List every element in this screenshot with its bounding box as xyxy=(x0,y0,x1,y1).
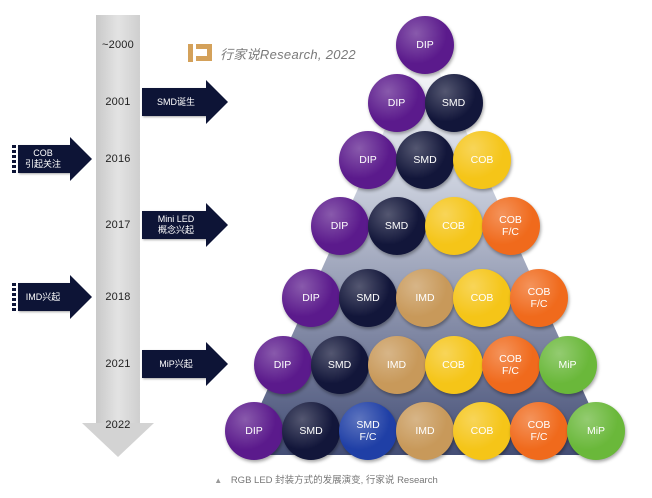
event-label: IMD兴起 xyxy=(25,291,61,302)
package-circle: SMD xyxy=(282,402,340,460)
package-circle: DIP xyxy=(396,16,454,74)
package-circle: COB F/C xyxy=(510,402,568,460)
timeline-bar xyxy=(96,15,140,423)
brand: 行家说Research, 2022 xyxy=(188,42,356,64)
package-circle: IMD xyxy=(367,336,426,394)
timeline-arrowhead xyxy=(82,423,154,457)
package-circle: DIP xyxy=(225,402,283,460)
package-circle: COB xyxy=(453,402,511,460)
package-circle: COB F/C xyxy=(481,336,540,394)
event-arrow-imd-rise: IMD兴起 xyxy=(12,275,92,319)
timeline-year: 2018 xyxy=(105,291,131,303)
timeline-year: 2022 xyxy=(105,419,131,431)
event-label: Mini LED 概念兴起 xyxy=(157,214,195,235)
package-circle: COB xyxy=(453,131,511,189)
package-circle: MiP xyxy=(567,402,625,460)
timeline-year: 2017 xyxy=(105,219,131,231)
timeline-year: 2021 xyxy=(105,358,131,370)
timeline-year: ~2000 xyxy=(102,39,134,51)
package-circle: SMD xyxy=(424,74,483,132)
caption-text: RGB LED 封装方式的发展演变, 行家说 Research xyxy=(230,475,438,486)
timeline-year: 2001 xyxy=(105,96,131,108)
package-circle: DIP xyxy=(310,197,369,255)
triangle-up-icon: ▲ xyxy=(214,476,223,485)
event-arrow-smd-birth: SMD诞生 xyxy=(142,80,228,124)
package-circle: COB xyxy=(453,269,511,327)
package-circle: COB F/C xyxy=(481,197,540,255)
event-label: COB 引起关注 xyxy=(24,148,61,169)
package-circle: SMD xyxy=(339,269,397,327)
event-arrow-mip-rise: MiP兴起 xyxy=(142,342,228,386)
package-circle: COB F/C xyxy=(510,269,568,327)
event-arrow-cob-attention: COB 引起关注 xyxy=(12,137,92,181)
timeline-year: 2016 xyxy=(105,153,131,165)
package-circle: DIP xyxy=(253,336,312,394)
package-circle: SMD F/C xyxy=(339,402,397,460)
package-circle: COB xyxy=(424,197,483,255)
event-label: SMD诞生 xyxy=(157,96,195,107)
event-arrow-mini-led: Mini LED 概念兴起 xyxy=(142,203,228,247)
package-circle: IMD xyxy=(396,402,454,460)
package-circle: DIP xyxy=(367,74,426,132)
event-label: MiP兴起 xyxy=(159,358,193,369)
caption: ▲ RGB LED 封装方式的发展演变, 行家说 Research xyxy=(0,472,652,486)
package-circle: SMD xyxy=(310,336,369,394)
package-circle: IMD xyxy=(396,269,454,327)
package-circle: DIP xyxy=(282,269,340,327)
package-circle: COB xyxy=(424,336,483,394)
brand-text: 行家说Research, 2022 xyxy=(220,46,356,62)
package-circle: MiP xyxy=(538,336,597,394)
package-circle: SMD xyxy=(367,197,426,255)
brand-logo-icon xyxy=(188,42,214,64)
package-circle: SMD xyxy=(396,131,454,189)
package-circle: DIP xyxy=(339,131,397,189)
